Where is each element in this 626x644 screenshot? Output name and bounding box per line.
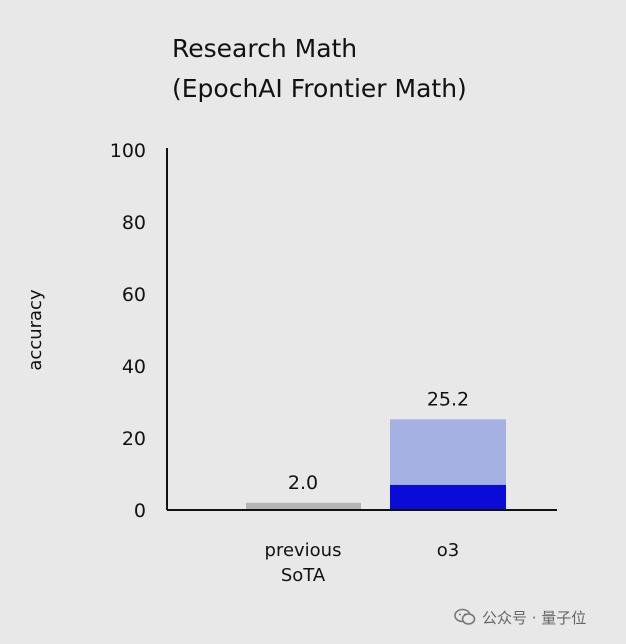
- y-tick-label: 40: [122, 356, 146, 378]
- bars: [246, 419, 506, 510]
- y-tick-label: 60: [122, 284, 146, 306]
- y-tick-label: 0: [134, 500, 146, 522]
- bar-value-label: 2.0: [288, 472, 318, 494]
- bar-previous-sota-segment-0: [246, 502, 361, 510]
- watermark: 公众号 · 量子位: [454, 604, 586, 630]
- bar-o3-segment-0: [390, 484, 506, 510]
- y-tick-label: 80: [122, 212, 146, 234]
- y-axis-label: accuracy: [25, 289, 46, 371]
- bar-value-label: 25.2: [427, 388, 469, 410]
- data-labels: 2.0 25.2: [288, 388, 469, 494]
- chart-title-line-1: Research Math: [172, 34, 357, 63]
- bar-o3-segment-1: [390, 419, 506, 485]
- chart-title-line-2: (EpochAI Frontier Math): [172, 74, 467, 103]
- category-label: o3: [437, 540, 459, 561]
- watermark-text: 公众号 · 量子位: [482, 608, 587, 627]
- wechat-icon: [454, 608, 476, 625]
- y-tick-label: 100: [110, 140, 146, 162]
- y-ticks: 0 20 40 60 80 100: [110, 140, 146, 522]
- category-label: SoTA: [281, 565, 326, 586]
- category-labels: previous SoTA o3: [265, 540, 460, 586]
- y-tick-label: 20: [122, 428, 146, 450]
- category-label: previous: [265, 540, 342, 561]
